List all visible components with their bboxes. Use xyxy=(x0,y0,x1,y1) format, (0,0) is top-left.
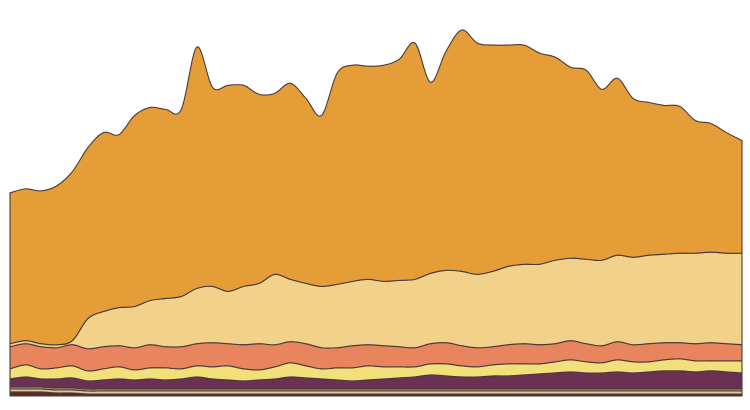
stream-layer-8 xyxy=(9,29,743,346)
stream-layers xyxy=(9,29,743,397)
